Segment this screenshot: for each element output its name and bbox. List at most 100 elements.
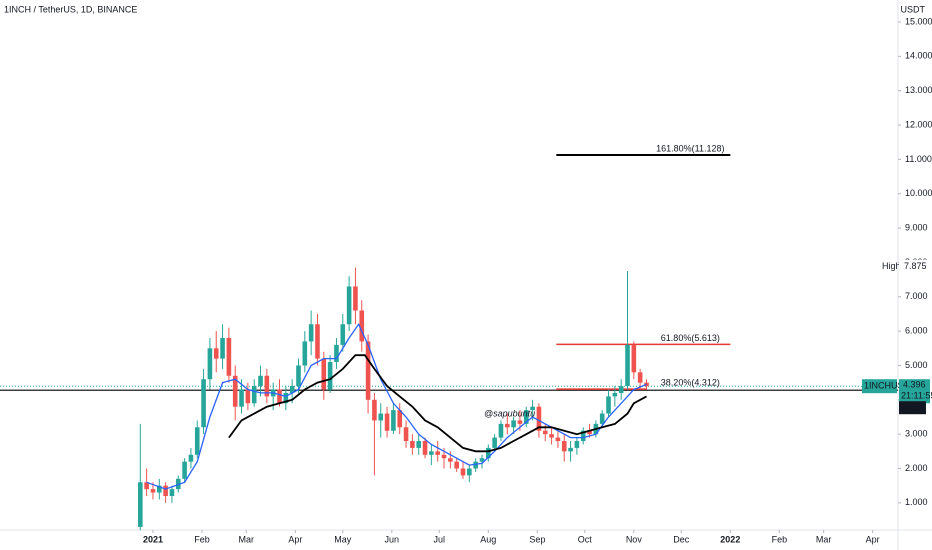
high-tag-label: High [882, 261, 901, 271]
x-tick-label: 2021 [143, 534, 163, 544]
candle-body [530, 406, 535, 411]
candle-body [460, 468, 466, 476]
candle-body [504, 423, 510, 428]
price-tag: 4.396 [903, 380, 926, 390]
x-tick-label: Nov [626, 534, 643, 544]
x-tick-label: Apr [866, 534, 880, 544]
candle-body [536, 406, 542, 431]
candle-body [574, 441, 580, 448]
moving-average [228, 354, 647, 453]
candle-body [359, 310, 365, 342]
x-tick-label: Jul [434, 534, 446, 544]
candle-body [245, 389, 251, 404]
candle-body [302, 341, 308, 366]
candle-body [599, 413, 605, 424]
candle-body [397, 410, 403, 428]
y-tick-label: 14.000 [905, 51, 932, 61]
candle-body [150, 489, 156, 493]
fib-label: 161.80%(11.128) [656, 143, 724, 153]
candle-body [239, 389, 244, 407]
candle-body [315, 324, 320, 359]
candle-body [441, 454, 447, 459]
candle-body [580, 430, 586, 442]
candle-body [289, 386, 295, 393]
candle-body [232, 375, 238, 407]
x-tick-label: Feb [772, 534, 788, 544]
x-tick-label: Oct [578, 534, 593, 544]
y-tick-label: 3.000 [905, 429, 928, 439]
countdown: 21:11:55 [901, 391, 932, 401]
x-tick-label: Feb [194, 534, 210, 544]
candle-body [435, 451, 440, 455]
x-tick-label: Dec [673, 534, 690, 544]
candle-body [606, 396, 611, 414]
candle-body [251, 386, 257, 404]
candle-body [467, 468, 472, 476]
candle-body [429, 451, 434, 455]
candle-body [555, 437, 561, 442]
candle-body [618, 386, 624, 393]
symbol-tag: 1INCHUSDT [864, 381, 916, 391]
high-tag-value: 7.875 [904, 261, 927, 271]
candle-body [479, 458, 485, 462]
y-tick-label: 12.000 [905, 119, 932, 129]
y-tick-label: 13.000 [905, 85, 932, 95]
high-tag-box [899, 259, 929, 274]
candle-body [296, 365, 301, 387]
candle-body [625, 344, 630, 387]
candle-body [258, 375, 263, 387]
candle-body [182, 461, 187, 479]
candle-body [403, 427, 409, 442]
candle-body [226, 337, 232, 376]
candle-body [612, 392, 618, 397]
candle-body [365, 341, 371, 400]
candle-body [156, 485, 162, 493]
fib-label: 38.20%(4.312) [661, 377, 720, 387]
x-tick-label: May [334, 534, 352, 544]
fib-label: 61.80%(5.613) [661, 333, 720, 343]
chart-title: 1INCH / TetherUS, 1D, BINANCE [4, 4, 137, 14]
x-tick-label: 2022 [720, 534, 740, 544]
x-tick-label: Mar [816, 534, 832, 544]
candle-body [213, 348, 219, 359]
candle-body [391, 410, 396, 431]
candle-body [372, 399, 377, 421]
candle-body [327, 362, 333, 390]
candle-body [549, 434, 554, 438]
y-tick-label: 10.000 [905, 188, 932, 198]
candle-body [353, 286, 358, 311]
x-tick-label: Aug [480, 534, 496, 544]
candle-body [264, 375, 270, 397]
candle-body [637, 372, 643, 383]
x-tick-label: Jun [385, 534, 400, 544]
candle-body [498, 423, 504, 438]
candle-body [448, 458, 453, 462]
candle-body [416, 441, 422, 448]
candle-body [334, 344, 339, 363]
candle-body [410, 441, 415, 448]
candle-body [492, 437, 497, 448]
candle-body [378, 413, 384, 421]
price-tag-box [899, 379, 930, 404]
candle-body [277, 389, 282, 404]
y-tick-label: 6.000 [905, 325, 928, 335]
candle-body [523, 410, 529, 424]
candle-body [207, 348, 213, 380]
candle-body [138, 482, 143, 527]
y-tick-label: 15.000 [905, 16, 932, 26]
y-tick-label: 9.000 [905, 222, 928, 232]
candle-body [201, 379, 206, 428]
y-tick-label: 7.000 [905, 291, 928, 301]
ma-tag-box [899, 401, 926, 415]
currency-label: USDT [901, 4, 926, 14]
ma-tag: 4.323 [902, 402, 925, 412]
y-tick-label: 11.000 [905, 154, 932, 164]
candle-body [454, 461, 459, 469]
candle-body [346, 286, 352, 325]
candle-body [283, 392, 289, 404]
candle-body [321, 358, 327, 390]
candle-body [517, 420, 523, 424]
y-tick-label: 1.000 [905, 497, 928, 507]
candle-body [188, 454, 194, 462]
